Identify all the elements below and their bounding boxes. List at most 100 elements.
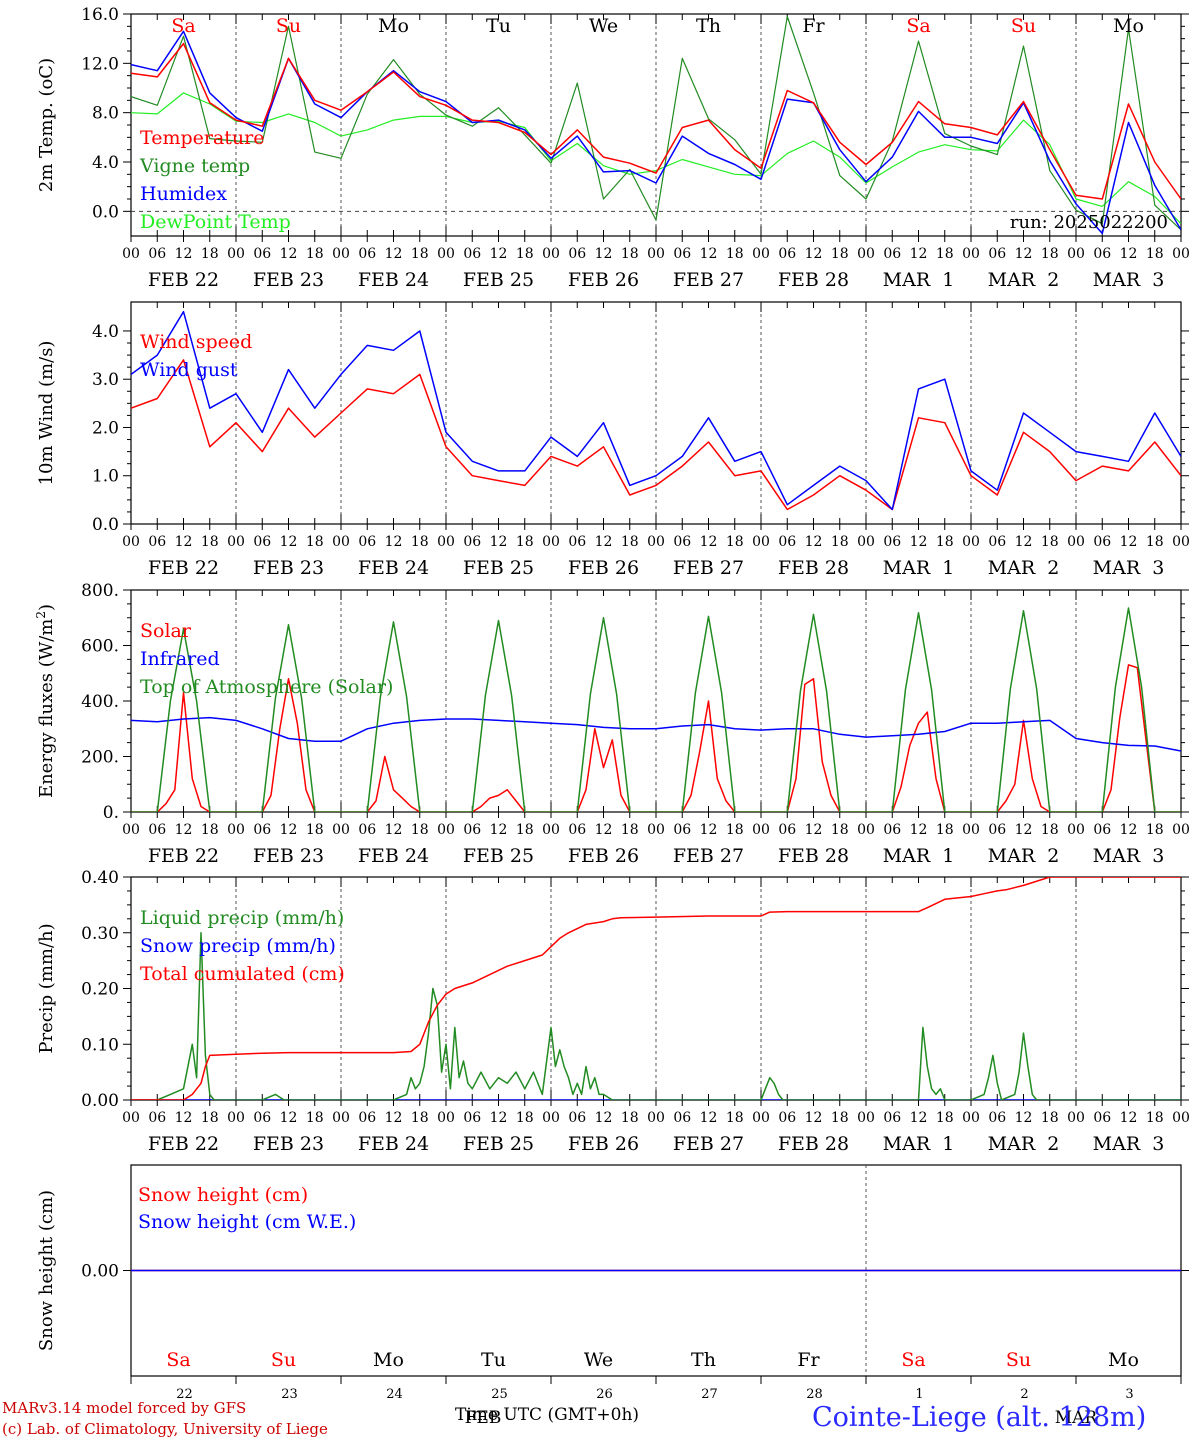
weekday-label: Sa — [901, 1349, 925, 1371]
panel-2 — [123, 301, 1189, 530]
hour-tick-label: 00 — [437, 822, 455, 838]
y-tick-label: 0.00 — [81, 1091, 119, 1111]
hour-tick-label: 00 — [542, 246, 560, 262]
y-axis-label: 2m Temp. (oC) — [36, 58, 57, 192]
hour-tick-label: 00 — [122, 246, 140, 262]
hour-tick-label: 06 — [148, 1110, 166, 1126]
date-label: FEB 26 — [568, 1133, 639, 1155]
hour-tick-label: 18 — [516, 1110, 534, 1126]
hour-tick-label: 00 — [1067, 246, 1085, 262]
y-tick-label: 1.0 — [92, 467, 119, 487]
y-tick-label: 0.10 — [81, 1035, 119, 1055]
weekday-label: Th — [696, 15, 721, 37]
legend-entry: Infrared — [140, 648, 220, 670]
hour-tick-label: 06 — [463, 1110, 481, 1126]
station-label: Cointe-Liege (alt. 128m) — [812, 1402, 1147, 1433]
hour-tick-label: 18 — [1041, 534, 1059, 550]
weekday-label: Mo — [1108, 1349, 1139, 1371]
hour-tick-label: 18 — [936, 534, 954, 550]
hour-tick-label: 00 — [647, 822, 665, 838]
date-label: FEB 26 — [568, 557, 639, 579]
panel-1 — [123, 13, 1189, 242]
date-label: FEB 24 — [358, 1133, 429, 1155]
hour-tick-label: 12 — [280, 534, 298, 550]
y-tick-label: 0.40 — [81, 868, 119, 888]
hour-tick-label: 18 — [621, 246, 639, 262]
date-label: FEB 27 — [673, 1133, 744, 1155]
hour-tick-label: 18 — [621, 1110, 639, 1126]
hour-tick-label: 06 — [358, 534, 376, 550]
hour-tick-label: 06 — [883, 534, 901, 550]
date-label: FEB 22 — [148, 845, 219, 867]
hour-tick-label: 00 — [1067, 822, 1085, 838]
month-label-feb: FEB — [465, 1408, 502, 1428]
date-label: FEB 28 — [778, 845, 849, 867]
date-label: MAR 1 — [883, 845, 955, 867]
hour-tick-label: 06 — [1093, 246, 1111, 262]
hour-tick-label: 06 — [253, 822, 271, 838]
hour-tick-label: 00 — [1067, 534, 1085, 550]
date-label: MAR 3 — [1093, 557, 1165, 579]
series-line-3 — [131, 607, 1181, 812]
hour-tick-label: 18 — [936, 1110, 954, 1126]
legend-entry: Wind gust — [140, 359, 238, 381]
legend-entry: Snow height (cm) — [138, 1184, 308, 1206]
hour-tick-label: 00 — [647, 246, 665, 262]
hour-tick-label: 12 — [1120, 822, 1138, 838]
y-tick-label: 600. — [81, 637, 119, 657]
hour-tick-label: 06 — [148, 246, 166, 262]
y-axis-label-sup: 2 — [34, 611, 48, 619]
series-line-4 — [131, 92, 1181, 225]
series-line-3 — [131, 30, 1181, 235]
series-group — [131, 310, 1181, 511]
weekday-label: Su — [1011, 15, 1036, 37]
hour-tick-label: 12 — [385, 822, 403, 838]
y-axis-label: Energy fluxes (W/m2) — [34, 604, 57, 798]
hour-tick-label: 12 — [595, 1110, 613, 1126]
date-label: MAR 1 — [883, 557, 955, 579]
weekday-label: We — [589, 15, 618, 37]
legend-entry: Snow height (cm W.E.) — [138, 1211, 356, 1233]
y-tick-label: 4.0 — [92, 322, 119, 342]
hour-tick-label: 18 — [621, 534, 639, 550]
hour-tick-label: 18 — [831, 822, 849, 838]
model-credit: MARv3.14 model forced by GFS — [2, 1399, 247, 1417]
weekday-label: Mo — [373, 1349, 404, 1371]
hour-tick-label: 18 — [726, 822, 744, 838]
hour-tick-label: 06 — [1093, 822, 1111, 838]
legend-entry: Temperature — [140, 127, 264, 149]
hour-tick-label: 12 — [805, 822, 823, 838]
hour-tick-label: 12 — [385, 1110, 403, 1126]
hour-tick-label: 00 — [1172, 246, 1190, 262]
hour-tick-label: 06 — [778, 822, 796, 838]
hour-tick-label: 00 — [752, 1110, 770, 1126]
y-tick-label: 8.0 — [92, 104, 119, 124]
y-tick-label: 0.0 — [92, 202, 119, 222]
date-label: MAR 2 — [988, 1133, 1060, 1155]
panel-4 — [123, 876, 1189, 1106]
hour-tick-label: 12 — [175, 246, 193, 262]
hour-tick-label: 00 — [962, 246, 980, 262]
date-label: FEB 23 — [253, 845, 324, 867]
hour-tick-label: 18 — [516, 246, 534, 262]
hour-tick-label: 18 — [831, 1110, 849, 1126]
legend-entry: Solar — [140, 620, 192, 642]
weekday-label: We — [584, 1349, 613, 1371]
hour-tick-label: 18 — [936, 246, 954, 262]
date-label: FEB 27 — [673, 269, 744, 291]
hour-tick-label: 00 — [332, 1110, 350, 1126]
hour-tick-label: 12 — [700, 246, 718, 262]
hour-tick-label: 12 — [490, 534, 508, 550]
hour-tick-label: 06 — [253, 534, 271, 550]
series-line-1 — [131, 932, 1181, 1100]
weekday-label: Su — [1006, 1349, 1031, 1371]
weekday-label: Sa — [171, 15, 195, 37]
legend-entry: Total cumulated (cm) — [140, 963, 345, 985]
hour-tick-label: 00 — [437, 246, 455, 262]
hour-tick-label: 06 — [1093, 534, 1111, 550]
y-tick-label: 3.0 — [92, 370, 119, 390]
date-label: MAR 3 — [1093, 845, 1165, 867]
hour-tick-label: 12 — [595, 822, 613, 838]
hour-tick-label: 00 — [227, 246, 245, 262]
hour-tick-label: 06 — [568, 246, 586, 262]
